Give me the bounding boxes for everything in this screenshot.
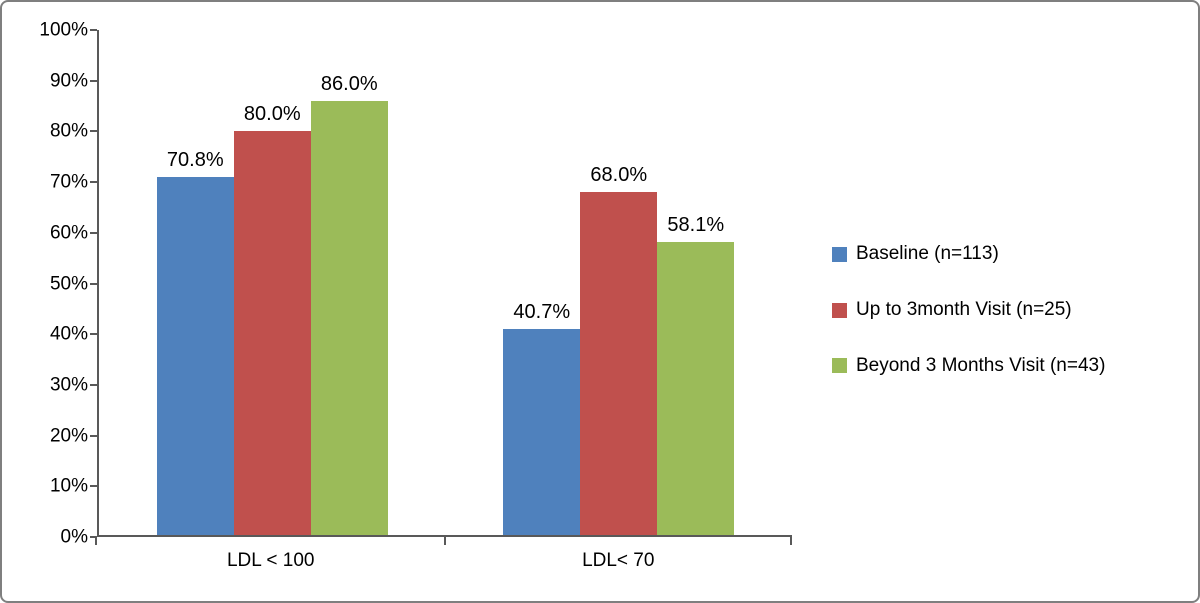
bar <box>503 329 581 535</box>
bar <box>310 100 388 535</box>
legend-swatch-baseline <box>832 246 847 262</box>
bar-wrap: 70.8% <box>156 30 234 535</box>
y-tick-mark <box>90 434 97 437</box>
y-tick-label: 30% <box>49 374 88 396</box>
legend: Baseline (n=113) Up to 3month Visit (n=2… <box>832 243 1105 377</box>
y-tick-label: 20% <box>49 425 88 447</box>
legend-swatch-3month <box>832 302 847 318</box>
x-axis-ticks <box>95 537 792 545</box>
y-tick-mark <box>90 79 97 82</box>
bar-data-label: 80.0% <box>243 103 301 125</box>
bar-group: 40.7% 68.0% 58.1% <box>446 30 793 535</box>
y-tick-mark <box>90 383 97 386</box>
bar-data-label: 70.8% <box>166 149 224 172</box>
bar-wrap: 86.0% <box>310 30 388 535</box>
legend-swatch-beyond-3months <box>832 358 847 374</box>
y-tick-label: 40% <box>49 323 88 345</box>
y-tick-label: 10% <box>49 475 88 497</box>
y-tick-mark <box>90 29 97 31</box>
bar <box>580 191 658 535</box>
x-tick-mark <box>443 537 446 545</box>
y-axis-ticks <box>90 29 97 538</box>
legend-item-3month: Up to 3month Visit (n=25) <box>832 299 1105 322</box>
x-tick-mark <box>790 537 792 545</box>
bar-data-label: 68.0% <box>590 163 648 186</box>
legend-label: Beyond 3 Months Visit (n=43) <box>856 354 1106 376</box>
bar-wrap: 40.7% <box>503 30 581 535</box>
y-tick-label: 80% <box>49 120 88 142</box>
bar-wrap: 58.1% <box>657 30 735 535</box>
x-axis-category-labels: LDL < 100 LDL< 70 <box>97 550 792 572</box>
x-category-label: LDL< 70 <box>582 550 655 571</box>
bar-data-label: 58.1% <box>667 213 725 236</box>
y-tick-label: 100% <box>39 19 88 41</box>
y-tick-label: 0% <box>60 526 88 548</box>
y-tick-label: 90% <box>49 70 88 92</box>
y-tick-label: 70% <box>49 171 88 193</box>
y-tick-mark <box>90 282 97 285</box>
bar-data-label: 86.0% <box>320 72 378 95</box>
y-tick-mark <box>90 333 97 336</box>
bar <box>156 177 234 535</box>
x-tick-mark <box>95 537 97 545</box>
y-tick-mark <box>90 130 97 133</box>
y-tick-mark <box>90 181 97 184</box>
y-tick-label: 60% <box>49 222 88 244</box>
bar-wrap: 80.0% <box>233 30 311 535</box>
y-tick-mark <box>90 231 97 234</box>
y-tick-mark <box>90 536 97 538</box>
y-axis-labels: 0% 10% 20% 30% 40% 50% 60% 70% 80% 90% 100% <box>2 21 88 547</box>
bar-wrap: 68.0% <box>580 30 658 535</box>
bar-data-label: 40.7% <box>513 301 571 324</box>
legend-item-baseline: Baseline (n=113) <box>832 243 1105 266</box>
bar <box>657 241 735 535</box>
plot-area: 70.8% 80.0% 86.0% 40.7% 68.0% 58.1% <box>97 30 792 537</box>
y-tick-label: 50% <box>49 273 88 294</box>
legend-label: Up to 3month Visit (n=25) <box>856 298 1072 320</box>
x-category-label: LDL < 100 <box>226 550 315 571</box>
bar-group: 70.8% 80.0% 86.0% <box>99 30 446 535</box>
bar <box>233 131 311 535</box>
legend-item-beyond-3months: Beyond 3 Months Visit (n=43) <box>832 355 1105 378</box>
legend-label: Baseline (n=113) <box>856 243 999 264</box>
y-tick-mark <box>90 485 97 488</box>
